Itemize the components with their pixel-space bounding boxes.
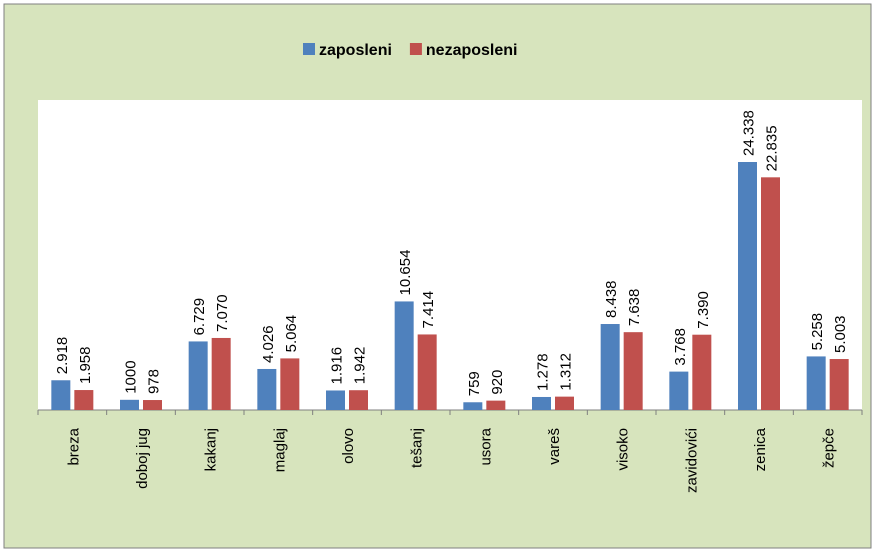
bar: [417, 334, 437, 410]
value-label: 1.958: [77, 347, 94, 385]
value-label: 6.729: [191, 298, 208, 336]
value-label: 3.768: [672, 328, 689, 366]
bar: [692, 334, 712, 410]
bar: [143, 400, 162, 410]
bar: [74, 390, 94, 410]
bar: [349, 390, 368, 410]
bar: [326, 390, 345, 410]
bar: [463, 402, 483, 410]
x-tick-label: žepče: [821, 428, 838, 468]
bar: [669, 371, 689, 410]
bar: [761, 177, 780, 410]
x-tick-label: kakanj: [203, 428, 220, 471]
value-label: 1.278: [535, 353, 552, 391]
bar: [51, 380, 71, 410]
value-label: 1.916: [329, 347, 346, 385]
value-label: 1000: [123, 360, 140, 393]
bar: [829, 359, 849, 410]
value-label: 5.064: [283, 315, 300, 353]
bar: [806, 356, 826, 410]
value-label: 920: [489, 370, 506, 395]
value-label: 8.438: [603, 280, 620, 318]
legend-label: zaposleni: [319, 42, 392, 59]
x-tick-label: zenica: [752, 427, 769, 471]
plot-area: [38, 100, 862, 410]
value-label: 978: [146, 369, 163, 394]
bar: [394, 301, 414, 410]
x-tick-label: breza: [65, 427, 82, 465]
value-label: 1.312: [558, 353, 575, 391]
bar: [738, 162, 757, 410]
bar: [600, 324, 620, 410]
value-label: 7.414: [420, 291, 437, 329]
value-label: 7.638: [626, 289, 643, 327]
x-tick-label: usora: [477, 427, 494, 465]
bar: [257, 368, 277, 410]
bar: [188, 341, 208, 410]
x-tick-label: tešanj: [409, 428, 426, 468]
value-label: 10.654: [397, 250, 414, 296]
bar: [280, 358, 300, 410]
bar: [555, 396, 574, 410]
value-label: 7.390: [695, 291, 712, 329]
bar: [532, 396, 551, 410]
value-label: 2.918: [54, 337, 71, 375]
value-label: 24.338: [741, 110, 758, 156]
value-label: 759: [466, 371, 483, 396]
bar: [211, 337, 231, 410]
x-tick-label: visoko: [615, 428, 632, 471]
bar: [120, 399, 139, 410]
bar: [623, 332, 643, 410]
value-label: 22.835: [764, 125, 781, 171]
value-label: 4.026: [260, 325, 277, 363]
legend-label: nezaposleni: [426, 42, 518, 59]
x-tick-label: vareš: [546, 428, 563, 465]
bar: [486, 400, 506, 410]
value-label: 1.942: [352, 347, 369, 385]
x-tick-label: olovo: [340, 428, 357, 464]
x-tick-label: doboj jug: [134, 428, 151, 489]
value-label: 5.003: [832, 315, 849, 353]
value-label: 5.258: [809, 313, 826, 351]
x-tick-label: maglaj: [271, 428, 288, 472]
x-tick-label: zavidovići: [683, 428, 700, 493]
legend-swatch: [409, 43, 422, 55]
value-label: 7.070: [214, 294, 231, 332]
legend-swatch: [303, 43, 315, 55]
